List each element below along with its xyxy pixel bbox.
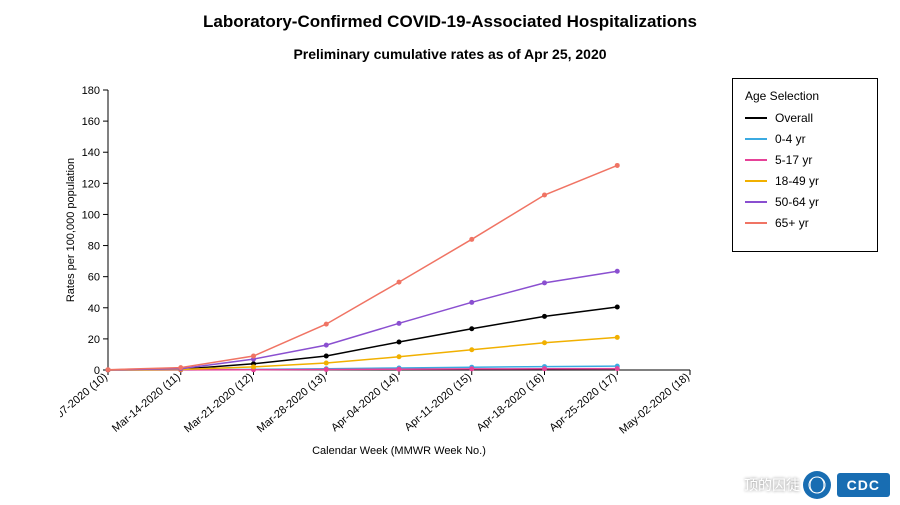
svg-text:Mar-28-2020 (13): Mar-28-2020 (13): [255, 371, 328, 435]
legend-label: Overall: [775, 111, 813, 125]
legend-swatch: [745, 201, 767, 203]
svg-text:Calendar Week (MMWR Week No.): Calendar Week (MMWR Week No.): [312, 445, 486, 457]
legend-label: 0-4 yr: [775, 132, 806, 146]
legend-title: Age Selection: [745, 89, 865, 103]
legend-swatch: [745, 138, 767, 140]
legend-swatch: [745, 222, 767, 224]
legend-swatch: [745, 117, 767, 119]
svg-text:Apr-25-2020 (17): Apr-25-2020 (17): [547, 371, 619, 434]
svg-text:Rates per 100,000 population: Rates per 100,000 population: [65, 158, 77, 302]
hhs-logo-icon: [803, 471, 831, 499]
legend-label: 65+ yr: [775, 216, 809, 230]
svg-text:Mar-14-2020 (11): Mar-14-2020 (11): [110, 371, 183, 435]
legend-swatch: [745, 180, 767, 182]
cdc-watermark: CDC: [803, 471, 890, 499]
cdc-badge: CDC: [837, 473, 890, 497]
svg-text:40: 40: [88, 303, 100, 315]
chart-area: 020406080100120140160180Mar-07-2020 (10)…: [60, 80, 700, 460]
svg-text:Apr-18-2020 (16): Apr-18-2020 (16): [475, 371, 547, 434]
legend-label: 50-64 yr: [775, 195, 819, 209]
legend-box: Age Selection Overall 0-4 yr 5-17 yr 18-49 …: [732, 78, 878, 252]
legend-item: 18-49 yr: [745, 174, 865, 188]
legend-item: Overall: [745, 111, 865, 125]
svg-text:140: 140: [82, 147, 100, 159]
svg-text:20: 20: [88, 334, 100, 346]
chart-title: Laboratory-Confirmed COVID-19-Associated…: [0, 0, 900, 32]
svg-text:100: 100: [82, 209, 100, 221]
svg-text:May-02-2020 (18): May-02-2020 (18): [617, 371, 692, 436]
svg-text:Mar-21-2020 (12): Mar-21-2020 (12): [182, 371, 255, 435]
overlay-watermark-text: 顶的囚徒: [744, 475, 800, 495]
legend-item: 5-17 yr: [745, 153, 865, 167]
line-chart-svg: 020406080100120140160180Mar-07-2020 (10)…: [60, 80, 700, 460]
svg-text:80: 80: [88, 241, 100, 253]
legend-item: 0-4 yr: [745, 132, 865, 146]
svg-text:180: 180: [82, 85, 100, 97]
svg-text:Mar-07-2020 (10): Mar-07-2020 (10): [60, 371, 110, 435]
svg-text:Apr-04-2020 (14): Apr-04-2020 (14): [329, 371, 401, 434]
legend-item: 65+ yr: [745, 216, 865, 230]
legend-label: 5-17 yr: [775, 153, 812, 167]
chart-subtitle: Preliminary cumulative rates as of Apr 2…: [0, 32, 900, 62]
legend-swatch: [745, 159, 767, 161]
svg-text:Apr-11-2020 (15): Apr-11-2020 (15): [402, 371, 473, 434]
svg-text:120: 120: [82, 178, 100, 190]
legend-item: 50-64 yr: [745, 195, 865, 209]
legend-label: 18-49 yr: [775, 174, 819, 188]
svg-text:160: 160: [82, 116, 100, 128]
svg-text:60: 60: [88, 272, 100, 284]
